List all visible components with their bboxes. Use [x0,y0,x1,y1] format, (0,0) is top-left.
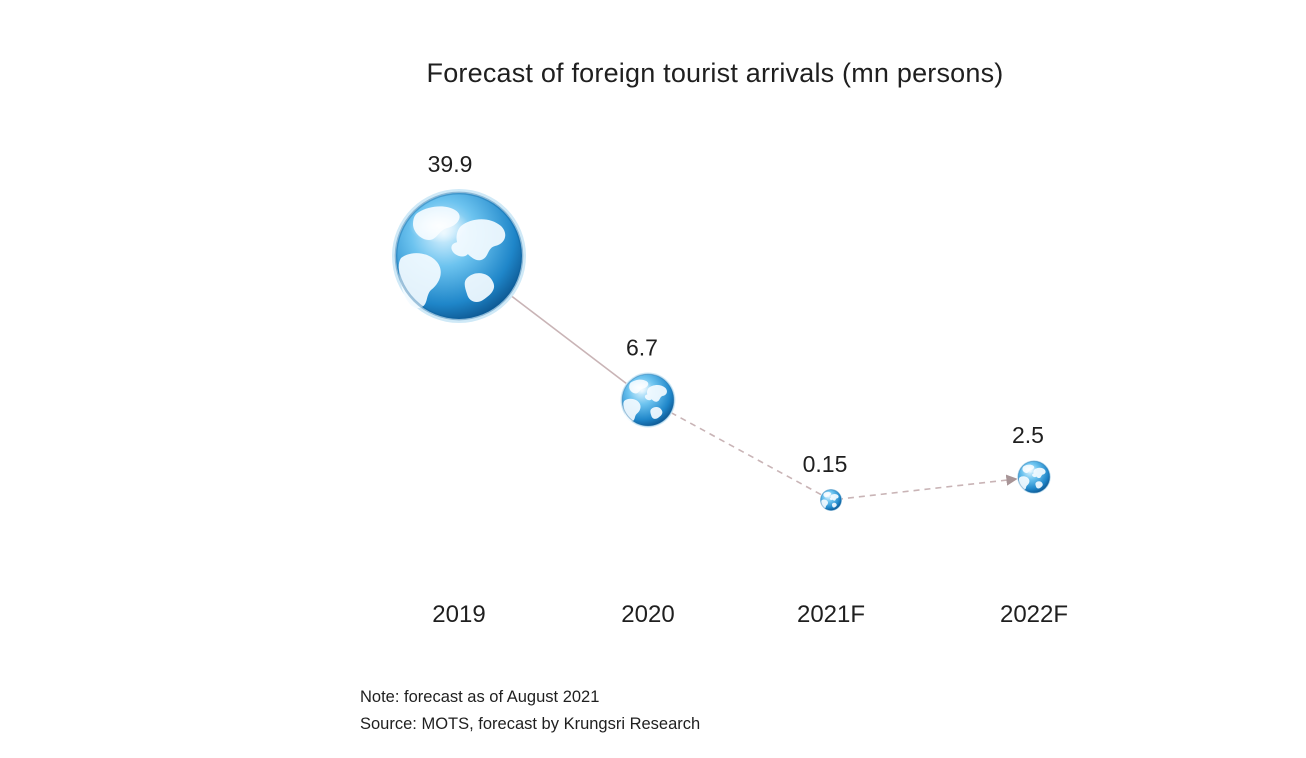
source-note: Source: MOTS, forecast by Krungsri Resea… [360,715,701,733]
data-label-2021F: 0.15 [803,451,848,477]
category-label-2020: 2020 [621,601,674,628]
forecast-note: Note: forecast as of August 2021 [360,688,600,706]
globe-icon-2021F [820,489,842,511]
category-label-2019: 2019 [432,601,485,628]
connector-2021F-2022F [836,474,1018,501]
globe-icon-2022F [1017,460,1051,494]
marker-layer [392,189,1051,511]
data-label-2020: 6.7 [626,335,658,361]
category-label-2022F: 2022F [1000,601,1068,628]
chart-title: Forecast of foreign tourist arrivals (mn… [426,58,1004,88]
connector-layer [487,277,1018,501]
globe-icon-2020 [620,372,676,428]
note-block: Note: forecast as of August 2021 Source:… [360,684,700,738]
category-label-2021F: 2021F [797,601,865,628]
data-label-2019: 39.9 [428,151,473,177]
connector-2020-2021F [660,406,822,496]
globe-icon-2019 [392,189,526,323]
data-label-2022F: 2.5 [1012,422,1044,448]
label-layer: 39.9 6.7 0.15 2.5 2019 2020 2021F 2022F [428,151,1068,628]
